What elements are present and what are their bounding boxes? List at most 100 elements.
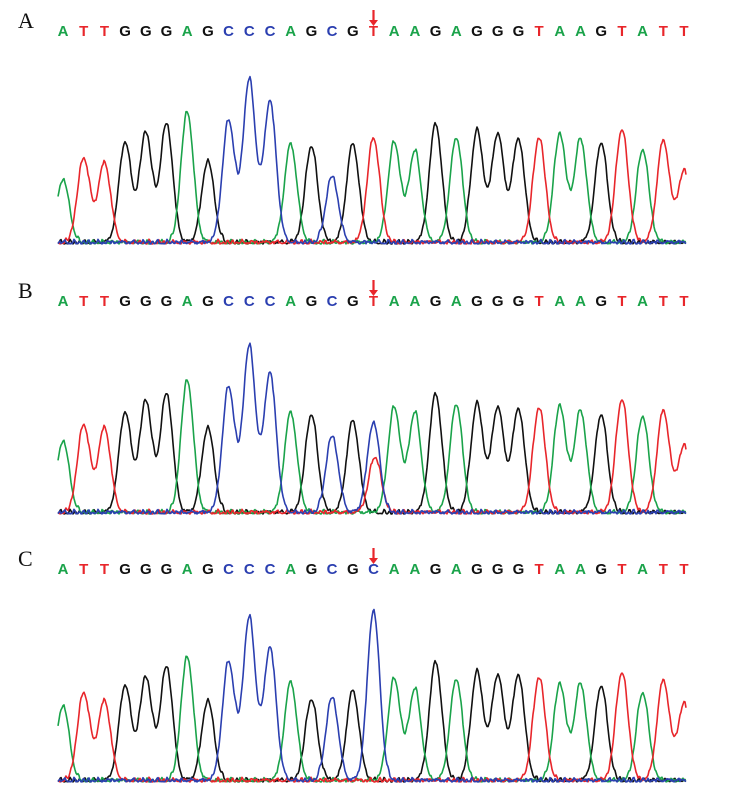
- base-call-letter: T: [617, 23, 626, 40]
- mutation-arrow-icon: [369, 548, 378, 564]
- base-call-letter: T: [79, 23, 88, 40]
- panel-label: A: [18, 8, 34, 33]
- base-call-letter: A: [409, 293, 420, 310]
- base-call-letter: A: [182, 293, 193, 310]
- base-call-letter: C: [265, 23, 276, 40]
- base-call-letter: G: [202, 561, 214, 578]
- base-call-letter: T: [659, 23, 668, 40]
- base-call-letter: G: [306, 23, 318, 40]
- base-call-letter: G: [140, 23, 152, 40]
- base-call-letter: A: [58, 23, 69, 40]
- trace-line-t: [57, 672, 687, 783]
- base-call-letter: G: [471, 23, 483, 40]
- base-call-letter: A: [409, 23, 420, 40]
- base-call-letter: G: [347, 23, 359, 40]
- base-call-letter: T: [617, 561, 626, 578]
- base-call-letter: C: [244, 561, 255, 578]
- base-call-letter: T: [79, 561, 88, 578]
- base-call-letter: A: [451, 561, 462, 578]
- panel-label: B: [18, 278, 33, 303]
- base-call-letter: A: [58, 561, 69, 578]
- trace-line-a: [57, 655, 687, 783]
- chromatogram-trace: [57, 608, 687, 783]
- base-call-letter: G: [492, 293, 504, 310]
- base-call-letter: G: [202, 293, 214, 310]
- trace-line-c: [57, 608, 687, 783]
- base-call-letter: T: [679, 23, 688, 40]
- base-call-letter: G: [119, 23, 131, 40]
- base-call-letter: G: [513, 561, 525, 578]
- base-call-letter: G: [119, 561, 131, 578]
- base-call-letter: A: [409, 561, 420, 578]
- base-call-letter: T: [535, 23, 544, 40]
- base-call-letter: G: [471, 561, 483, 578]
- base-call-letter: G: [161, 561, 173, 578]
- base-call-letter: G: [202, 23, 214, 40]
- trace-line-a: [57, 379, 687, 515]
- trace-line-t: [57, 129, 687, 245]
- base-call-letter: G: [306, 561, 318, 578]
- base-call-letter: G: [471, 293, 483, 310]
- base-call-letter: T: [659, 293, 668, 310]
- base-call-letter: C: [368, 561, 379, 578]
- chromatogram-trace: [57, 342, 687, 515]
- trace-line-g: [57, 391, 687, 515]
- base-call-letter: A: [285, 561, 296, 578]
- trace-line-a: [57, 110, 687, 245]
- base-call-letter: A: [182, 23, 193, 40]
- base-call-letter: C: [265, 293, 276, 310]
- base-call-letter: G: [161, 23, 173, 40]
- base-call-letter: A: [554, 293, 565, 310]
- base-call-letter: T: [535, 561, 544, 578]
- panel-label: C: [18, 546, 33, 571]
- base-call-letter: A: [389, 293, 400, 310]
- base-call-letter: G: [430, 23, 442, 40]
- base-call-letter: C: [327, 293, 338, 310]
- base-call-letter: A: [554, 23, 565, 40]
- base-call-letter: G: [595, 561, 607, 578]
- base-call-letter: C: [327, 561, 338, 578]
- base-call-letter: A: [451, 23, 462, 40]
- base-call-letter: T: [679, 293, 688, 310]
- base-call-letter: G: [140, 293, 152, 310]
- base-call-letter: G: [347, 293, 359, 310]
- base-call-letter: A: [182, 561, 193, 578]
- base-call-letter: T: [100, 293, 109, 310]
- base-call-letter: A: [389, 23, 400, 40]
- base-call-letter: C: [244, 293, 255, 310]
- base-call-letter: G: [161, 293, 173, 310]
- mutation-arrow-icon: [369, 10, 378, 26]
- base-call-letter: G: [430, 293, 442, 310]
- base-call-letter: T: [79, 293, 88, 310]
- base-call-letter: G: [430, 561, 442, 578]
- base-call-letter: A: [285, 293, 296, 310]
- base-call-letter: G: [513, 293, 525, 310]
- base-call-letter: A: [554, 561, 565, 578]
- base-call-letter: G: [119, 293, 131, 310]
- mutation-arrow-icon: [369, 280, 378, 296]
- base-call-letter: A: [575, 293, 586, 310]
- base-call-letter: A: [58, 293, 69, 310]
- base-call-letter: T: [369, 293, 378, 310]
- base-call-letter: A: [285, 23, 296, 40]
- base-call-letter: T: [659, 561, 668, 578]
- base-call-letter: T: [100, 561, 109, 578]
- base-call-letter: G: [347, 561, 359, 578]
- base-call-letter: C: [327, 23, 338, 40]
- base-call-letter: T: [100, 23, 109, 40]
- base-call-letter: T: [535, 293, 544, 310]
- chromatogram-trace: [57, 75, 687, 245]
- base-call-letter: G: [513, 23, 525, 40]
- base-call-letter: A: [575, 561, 586, 578]
- trace-line-c: [57, 75, 687, 245]
- base-call-letter: C: [223, 293, 234, 310]
- base-call-letter: C: [223, 561, 234, 578]
- base-call-letter: A: [451, 293, 462, 310]
- base-call-letter: G: [306, 293, 318, 310]
- base-call-letter: G: [492, 561, 504, 578]
